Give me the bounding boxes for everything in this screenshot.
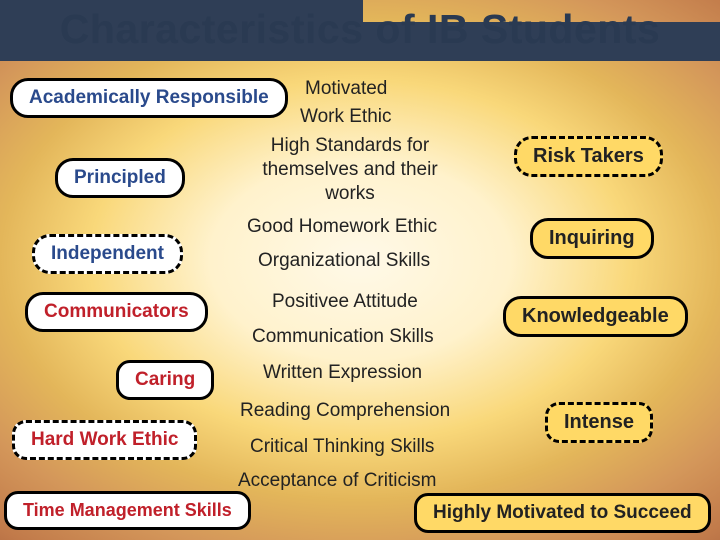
bubble-inquiring: Inquiring <box>530 218 654 259</box>
bubble-principled: Principled <box>55 158 185 198</box>
center-item-7: Written Expression <box>263 362 422 384</box>
center-item-10: Acceptance of Criticism <box>238 470 437 492</box>
center-item-9: Critical Thinking Skills <box>250 436 434 458</box>
bubble-risk-takers: Risk Takers <box>514 136 663 177</box>
bubble-time-management-skills: Time Management Skills <box>4 491 251 530</box>
center-item-4: Organizational Skills <box>258 250 430 272</box>
bubble-knowledgeable: Knowledgeable <box>503 296 688 337</box>
center-item-1: Work Ethic <box>300 106 392 128</box>
center-item-3: Good Homework Ethic <box>247 216 437 238</box>
center-item-2: High Standards for themselves and their … <box>245 134 455 205</box>
center-item-5: Positivee Attitude <box>272 291 418 313</box>
bubble-independent: Independent <box>32 234 183 274</box>
center-item-6: Communication Skills <box>252 326 434 348</box>
bubble-highly-motivated: Highly Motivated to Succeed <box>414 493 711 533</box>
center-item-0: Motivated <box>305 78 387 100</box>
bubble-academically-responsible: Academically Responsible <box>10 78 288 118</box>
bubble-caring: Caring <box>116 360 214 400</box>
page-title: Characteristics of IB Students <box>0 6 720 53</box>
center-item-8: Reading Comprehension <box>240 400 450 422</box>
bubble-intense: Intense <box>545 402 653 443</box>
bubble-communicators: Communicators <box>25 292 208 332</box>
bubble-hard-work-ethic: Hard Work Ethic <box>12 420 197 460</box>
